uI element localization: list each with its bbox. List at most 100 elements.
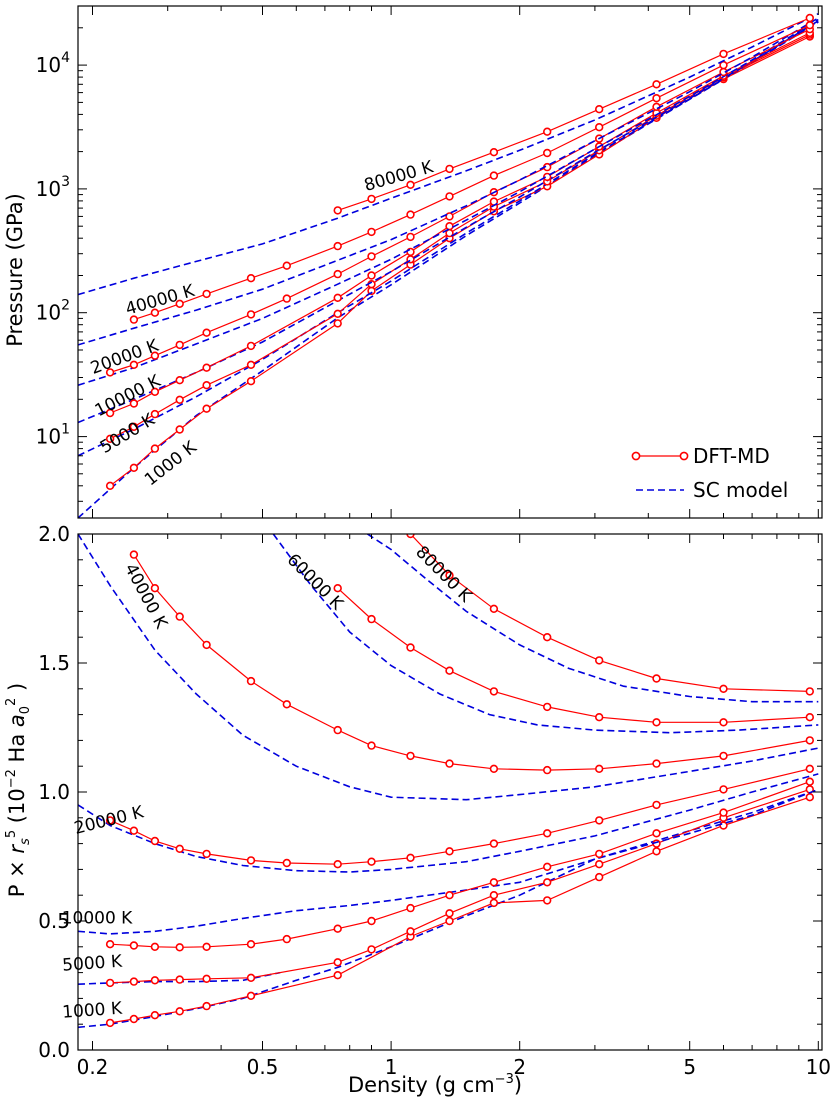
top-dft-point-20000-k (129, 360, 139, 369)
bottom-dft-point-40000-k (202, 640, 211, 650)
bottom-dft-point-40000-k (445, 759, 454, 768)
top-dft-line-20000-k (109, 28, 811, 373)
top-dft-point-5000-k (333, 309, 342, 318)
bottom-dft-line-1000-k (110, 796, 810, 1024)
bottom-dft-point-40000-k (246, 676, 256, 686)
bottom-dft-point-1000-k (542, 896, 552, 905)
y-tick-exponent: 4 (61, 50, 70, 66)
bottom-dft-point-10000-k (282, 934, 291, 944)
bottom-dft-point-10000-k (105, 939, 115, 949)
bottom-dft-point-40000-k (129, 550, 139, 559)
xlabel-close: ) (514, 1073, 522, 1097)
top-dft-point-40000-k (594, 122, 604, 132)
bottom-dft-point-1000-k (445, 916, 454, 926)
ylabel-s: s (18, 838, 33, 845)
bottom-model-line-60000-k (272, 534, 819, 734)
bottom-dft-point-5000-k (594, 859, 604, 869)
top-dft-point-20000-k (150, 351, 160, 360)
top-model-line-40000-k (78, 17, 819, 346)
top-dft-point-10000-k (246, 341, 256, 351)
bottom-dft-point-20000-k (445, 847, 454, 856)
legend: DFT-MD SC model (631, 444, 788, 502)
top-dft-point-80000-k (594, 104, 604, 114)
top-dft-point-40000-k (406, 210, 415, 219)
ylabel-five: 5 (4, 830, 19, 838)
x-tick-label: 5 (683, 1055, 696, 1079)
bottom-dft-point-20000-k (489, 839, 499, 848)
x-tick-label: 10 (806, 1055, 830, 1079)
bottom-dft-point-20000-k (719, 785, 728, 794)
bottom-dft-point-80000-k (594, 656, 604, 665)
top-dft-point-40000-k (367, 227, 376, 237)
bottom-y-tick-label: 1.0 (38, 780, 70, 804)
bottom-axes: 0.0 0.5 1.0 1.5 2.0 0.2 0.5 1 2 5 10 (38, 522, 830, 1079)
bottom-dft-point-1000-k (175, 1007, 184, 1016)
x-tick-label: 0.2 (77, 1055, 109, 1079)
bottom-dft-point-40000-k (175, 612, 184, 621)
bottom-dft-point-10000-k (652, 829, 661, 838)
bottom-dft-point-60000-k (367, 614, 376, 624)
bottom-dft-point-1000-k (489, 898, 499, 908)
bottom-dft-point-1000-k (594, 872, 604, 882)
bottom-dft-point-10000-k (406, 903, 415, 913)
bottom-dft-point-20000-k (129, 826, 139, 835)
bottom-dft-point-10000-k (175, 943, 184, 952)
top-dft-point-40000-k (542, 148, 552, 158)
top-dft-point-20000-k (367, 252, 376, 261)
top-model-line-80000-k (78, 12, 819, 296)
bottom-dft-point-1000-k (202, 1001, 211, 1011)
top-dft-point-10000-k (406, 247, 415, 257)
legend-dft-marker-right (679, 451, 689, 461)
top-y-axis-label: Pressure (GPa) (3, 193, 27, 347)
bottom-dft-point-60000-k (652, 718, 661, 727)
bottom-dft-point-1000-k (105, 1018, 115, 1028)
top-dft-point-1000-k (246, 377, 256, 386)
top-y-tick-label: 102 (36, 298, 70, 325)
bottom-dft-line-80000-k (410, 534, 810, 692)
bottom-dft-point-80000-k (445, 571, 454, 580)
top-dft-point-40000-k (489, 171, 499, 180)
bottom-dft-point-10000-k (445, 890, 454, 900)
top-dft-point-1000-k (175, 425, 184, 434)
bottom-dft-point-80000-k (489, 604, 499, 613)
bottom-model-line-80000-k (366, 534, 819, 703)
bottom-y-axis-label: P × rs5 (10−2 Ha a02 ) (4, 683, 33, 897)
ylabel-ha: Ha (5, 727, 29, 769)
bottom-dft-line-40000-k (133, 554, 810, 771)
bottom-curve-label-40000-k: 40000 K (120, 560, 171, 633)
top-dft-point-20000-k (202, 328, 211, 337)
top-dft-point-40000-k (719, 60, 728, 70)
bottom-dft-point-1000-k (333, 970, 342, 980)
top-dft-point-5000-k (150, 409, 160, 419)
top-model-line-20000-k (78, 18, 819, 386)
x-tick-label: 1 (385, 1055, 398, 1079)
top-y-tick-label: 104 (36, 50, 70, 77)
bottom-dft-point-40000-k (367, 741, 376, 750)
top-dft-point-80000-k (406, 180, 415, 190)
bottom-dft-point-60000-k (406, 643, 415, 652)
ylabel-main: P × (5, 854, 29, 898)
bottom-dft-point-5000-k (333, 958, 342, 967)
bottom-dft-point-20000-k (202, 849, 211, 859)
top-y-tick-label: 103 (36, 174, 70, 201)
bottom-model-line-10000-k (78, 788, 819, 935)
bottom-dft-point-5000-k (445, 909, 454, 918)
bottom-dft-point-80000-k (406, 534, 415, 539)
top-dft-point-40000-k (282, 261, 291, 270)
top-dft-point-5000-k (246, 360, 256, 369)
top-dft-point-1000-k (105, 481, 115, 490)
top-dft-point-10000-k (202, 363, 211, 372)
bottom-dft-point-10000-k (150, 942, 160, 951)
bottom-dft-point-80000-k (542, 632, 552, 642)
bottom-dft-point-5000-k (406, 927, 415, 936)
bottom-dft-point-10000-k (719, 808, 728, 817)
top-dft-point-40000-k (246, 274, 256, 283)
top-dft-point-10000-k (542, 172, 552, 182)
bottom-dft-point-60000-k (333, 583, 342, 593)
bottom-curve-label-1000-k: 1000 K (62, 999, 124, 1023)
top-dft-point-40000-k (175, 299, 184, 308)
bottom-dft-point-20000-k (406, 853, 415, 862)
